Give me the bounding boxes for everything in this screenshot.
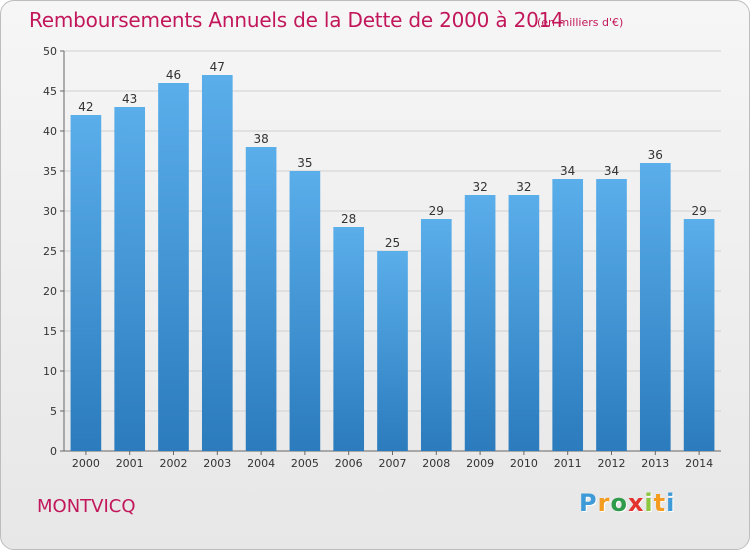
bar-2012 [596,179,627,451]
x-tick-label: 2005 [291,457,319,470]
bar-value-label: 34 [560,164,575,178]
bar-value-label: 43 [122,92,137,106]
proxiti-logo[interactable]: Proxiti [579,489,676,517]
bar-layer [70,75,715,451]
y-tick-label: 30 [43,205,57,218]
bar-value-label: 29 [429,204,444,218]
y-tick-label: 10 [43,365,57,378]
y-tick-label: 25 [43,245,57,258]
x-tick-label: 2009 [466,457,494,470]
y-tick-label: 40 [43,125,57,138]
x-tick-label: 2010 [510,457,538,470]
label-layer: 42 43 46 47 38 35 28 25 29 32 32 34 34 36 29 [78,60,706,250]
bar-value-label: 32 [472,180,487,194]
bar-2008 [420,219,452,451]
bar-value-label: 38 [253,132,268,146]
chart-subtitle: (en milliers d'€) [537,16,624,29]
bar-value-label: 47 [210,60,225,74]
x-tick-label: 2000 [72,457,100,470]
y-tick-label: 0 [50,445,57,458]
y-tick-label: 45 [43,85,57,98]
x-tick-label: 2004 [247,457,275,470]
bar-value-label: 34 [604,164,619,178]
bar-2011 [552,179,584,451]
x-tick-label: 2002 [160,457,188,470]
x-tick-label: 2001 [116,457,144,470]
x-tick-label: 2003 [203,457,231,470]
x-tick-label: 2013 [641,457,669,470]
bar-2004 [245,147,277,451]
bar-2003 [201,75,233,451]
bar-2013 [639,163,671,451]
bar-value-label: 42 [78,100,93,114]
y-tick-label: 35 [43,165,57,178]
x-tick-label: 2007 [379,457,407,470]
axis-layer: 0 5 10 15 20 25 30 35 40 45 50 2000 2001 2002 2003 2004… [43,45,721,470]
bar-2014 [683,219,715,451]
bar-2000 [70,115,102,451]
y-tick-label: 50 [43,45,57,58]
bar-2002 [158,83,189,451]
bar-2007 [377,251,408,451]
bar-value-label: 46 [166,68,181,82]
bar-value-label: 25 [385,236,400,250]
x-tick-label: 2012 [598,457,626,470]
chart-title: Remboursements Annuels de la Dette de 20… [29,8,564,32]
bar-2010 [508,195,540,451]
bar-value-label: 29 [691,204,706,218]
x-tick-label: 2014 [685,457,713,470]
bar-2009 [464,195,496,451]
bar-2001 [114,107,146,451]
y-tick-label: 20 [43,285,57,298]
town-name: MONTVICQ [37,496,136,517]
y-tick-label: 15 [43,325,57,338]
bar-value-label: 28 [341,212,356,226]
y-tick-label: 5 [50,405,57,418]
x-tick-label: 2008 [422,457,450,470]
bar-2006 [333,227,365,451]
bar-value-label: 36 [648,148,663,162]
x-tick-label: 2006 [335,457,363,470]
bar-value-label: 35 [297,156,312,170]
x-tick-label: 2011 [554,457,582,470]
bar-2005 [289,171,321,451]
bar-value-label: 32 [516,180,531,194]
